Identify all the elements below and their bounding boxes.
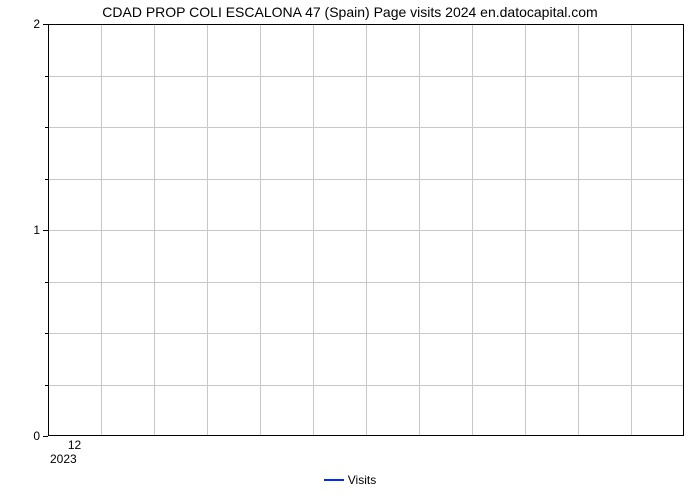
y-tick-label: 0: [20, 429, 40, 443]
grid-hline: [48, 179, 684, 180]
legend: Visits: [0, 472, 700, 487]
y-tick-label: 2: [20, 17, 40, 31]
chart-title: CDAD PROP COLI ESCALONA 47 (Spain) Page …: [0, 4, 700, 20]
x-tick-label: 12: [68, 438, 81, 452]
plot-border: [48, 24, 684, 25]
y-minor-tick-mark: [45, 385, 48, 386]
grid-hline: [48, 230, 684, 231]
y-tick-label: 1: [20, 223, 40, 237]
grid-hline: [48, 282, 684, 283]
legend-swatch: [324, 479, 344, 481]
y-tick-mark: [43, 24, 48, 25]
grid-hline: [48, 385, 684, 386]
y-minor-tick-mark: [45, 282, 48, 283]
y-tick-mark: [43, 230, 48, 231]
grid-hline: [48, 76, 684, 77]
plot-border: [683, 24, 684, 436]
grid-hline: [48, 333, 684, 334]
chart-container: CDAD PROP COLI ESCALONA 47 (Spain) Page …: [0, 0, 700, 500]
x-year-label: 2023: [50, 452, 77, 466]
plot-border: [48, 435, 684, 436]
y-minor-tick-mark: [45, 179, 48, 180]
y-tick-mark: [43, 436, 48, 437]
y-minor-tick-mark: [45, 333, 48, 334]
plot-area: [48, 24, 684, 436]
y-minor-tick-mark: [45, 76, 48, 77]
grid-hline: [48, 127, 684, 128]
y-minor-tick-mark: [45, 127, 48, 128]
plot-border: [48, 24, 49, 436]
legend-label: Visits: [348, 473, 376, 487]
